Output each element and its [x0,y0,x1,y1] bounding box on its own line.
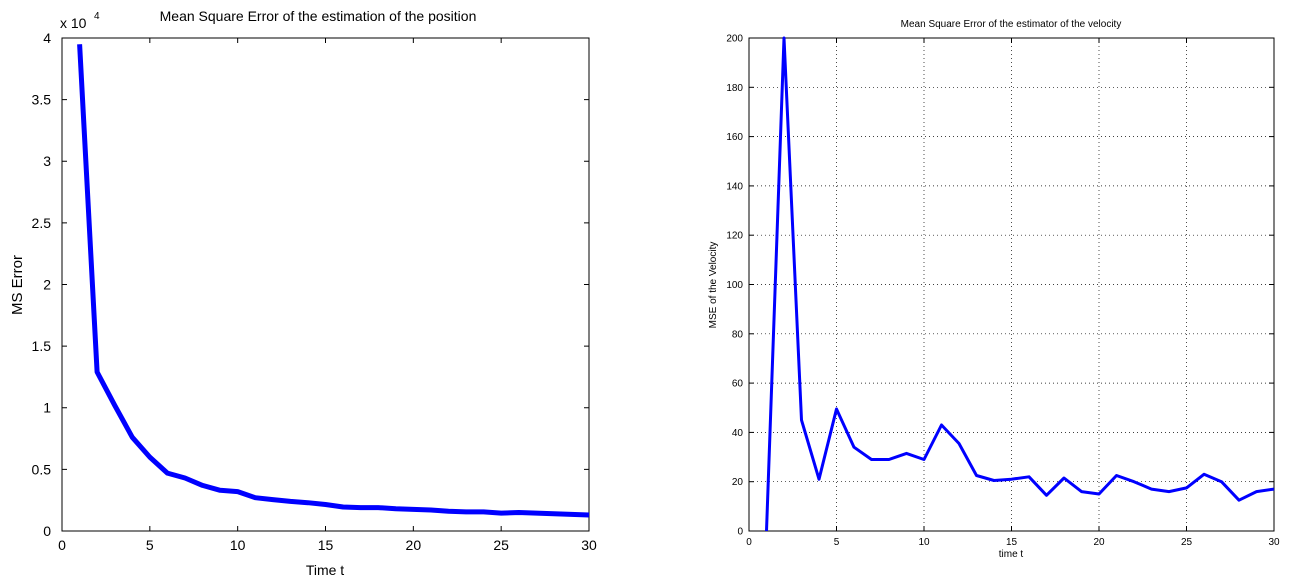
position-y-tick-label: 0.5 [32,461,52,477]
velocity-y-tick-label: 200 [726,34,743,45]
velocity-y-tick-label: 40 [732,428,744,439]
velocity-y-tick-label: 80 [732,329,744,340]
velocity-x-tick-label: 25 [1181,537,1193,548]
velocity-series [765,36,1275,532]
position-x-tick-label: 0 [58,537,66,553]
velocity-y-axis-label: MSE of the Velocity [708,242,719,329]
velocity-y-tick-label: 140 [726,181,743,192]
velocity-ticks [748,37,1275,532]
velocity-y-tick-label: 100 [726,280,743,291]
position-y-tick-label: 3.5 [32,92,52,108]
position-x-tick-label: 15 [318,537,334,553]
position-series [77,44,590,518]
velocity-x-tick-label: 15 [1006,537,1018,548]
position-x-tick-label: 30 [581,537,597,553]
velocity-y-tick-label: 20 [732,477,744,488]
position-y-tick-label: 1.5 [32,338,52,354]
position-x-tick-label: 5 [146,537,154,553]
position-x-axis-label: Time t [306,562,344,578]
velocity-tick-labels: 0 5 10 15 20 25 30 0 20 40 60 80 100 120 140 160 180 200 [726,34,1280,549]
velocity-y-tick-label: 0 [737,527,743,538]
velocity-x-tick-label: 10 [918,537,930,548]
position-y-tick-label: 3 [43,153,51,169]
position-y-tick-label: 2 [43,276,51,292]
position-tick-labels: 0 5 10 15 20 25 30 0 0.5 1 1.5 2 2.5 3 3.5 4 [32,30,597,553]
position-y-tick-label: 0 [43,523,51,539]
position-x-tick-label: 20 [406,537,422,553]
position-y-multiplier: x 10 [60,15,87,31]
velocity-x-tick-label: 5 [834,537,840,548]
position-ticks [61,37,590,532]
velocity-x-tick-label: 20 [1093,537,1105,548]
velocity-y-tick-label: 60 [732,379,744,390]
velocity-mse-chart: 0 5 10 15 20 25 30020406080100120140160180200 … [708,19,1280,560]
position-mse-chart: 0 5 10 15 20 25 30 0 0.5 1 1.5 2 2.5 3 3.5 4 Mean Squar… [9,8,597,578]
position-plot-area [61,37,590,532]
velocity-y-tick-label: 180 [726,83,743,94]
position-x-tick-label: 10 [230,537,246,553]
velocity-plot-area [748,37,1275,532]
velocity-x-tick-label: 30 [1268,537,1280,548]
velocity-x-axis-label: time t [999,549,1024,560]
velocity-y-tick-label: 160 [726,132,743,143]
velocity-series-line [765,36,1275,532]
position-y-multiplier-exponent: 4 [94,11,100,22]
position-x-tick-label: 25 [493,537,509,553]
velocity-chart-title: Mean Square Error of the estimator of th… [901,19,1122,30]
position-y-tick-label: 4 [43,30,51,46]
position-chart-title: Mean Square Error of the estimation of t… [160,8,477,24]
position-y-tick-label: 1 [43,400,51,416]
position-y-tick-label: 2.5 [32,215,52,231]
velocity-y-tick-label: 120 [726,231,743,242]
position-y-axis-label: MS Error [9,255,26,315]
position-series-line [77,44,590,518]
velocity-x-tick-label: 0 [746,537,752,548]
